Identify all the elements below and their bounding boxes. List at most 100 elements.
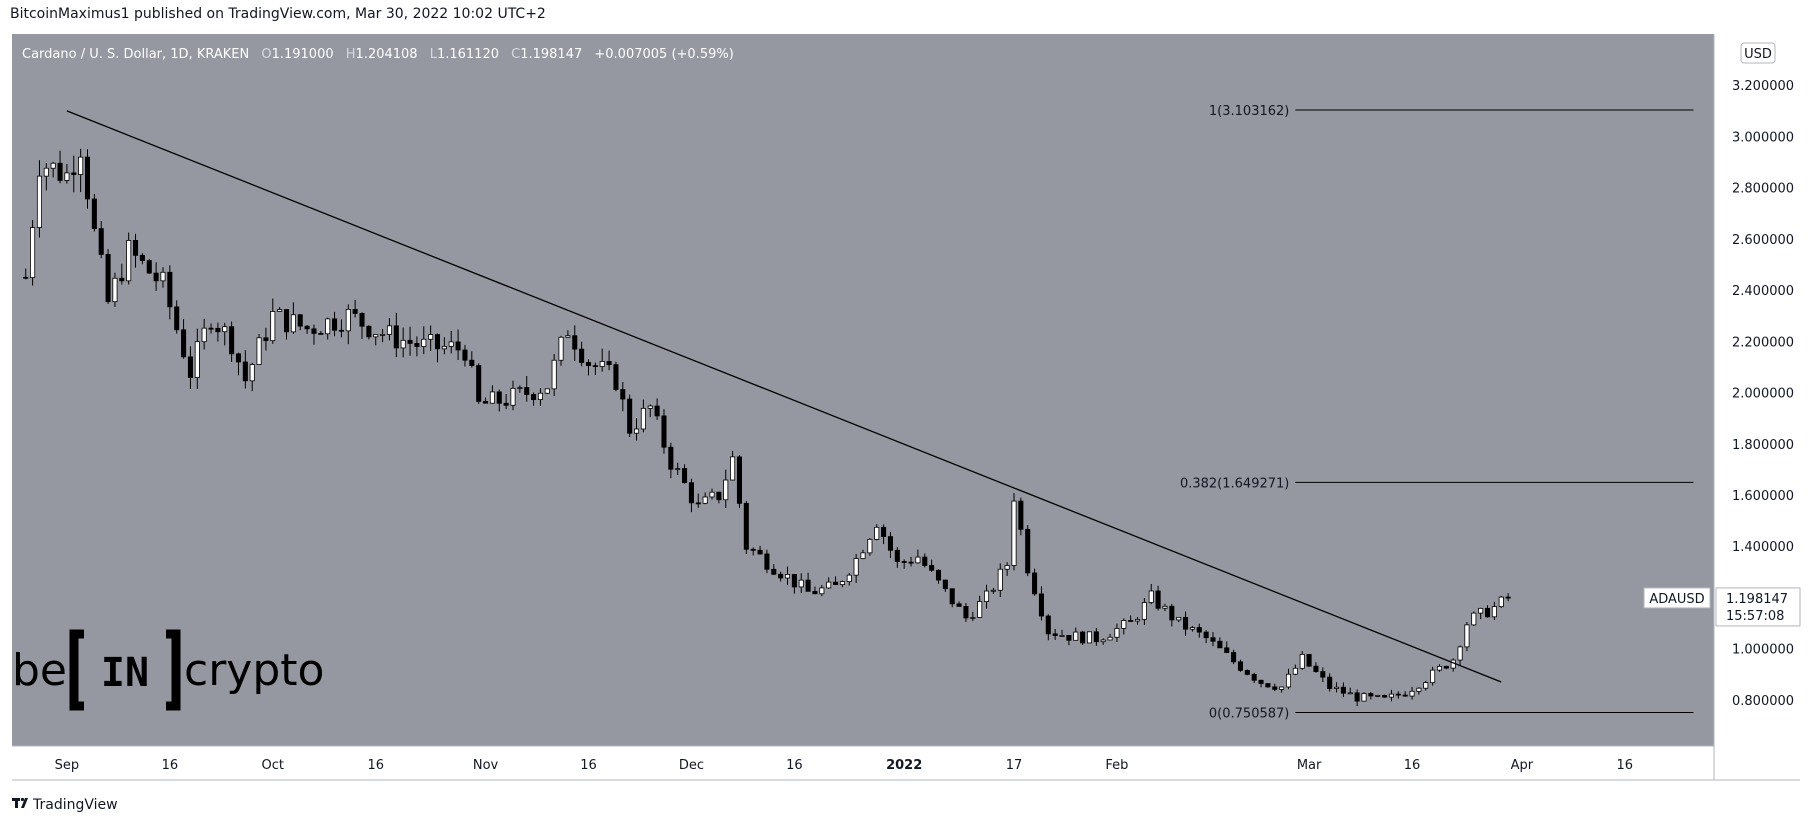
candle-body (160, 271, 166, 282)
candle-body (1285, 673, 1292, 688)
candle-body (1025, 528, 1031, 574)
plot-area[interactable] (12, 34, 1714, 746)
time-tick-label: 16 (786, 758, 803, 773)
candle-body (215, 327, 221, 333)
candle-body (359, 313, 365, 327)
price-tick-label: 3.200000 (1732, 79, 1794, 94)
candle-body (386, 325, 392, 335)
time-axis[interactable]: Sep 16 Oct 16 Nov 16 Dec 16 2022 17 Feb Mar 16 Apr 16 (55, 758, 1633, 773)
candle-body (833, 581, 839, 586)
change-value: +0.007005 (+0.59%) (594, 47, 733, 62)
tradingview-footer[interactable]: TradingView (12, 797, 118, 813)
tradingview-logo-icon (12, 797, 28, 808)
candle-body (43, 167, 49, 177)
candle-body (1306, 653, 1312, 667)
descending-trendline[interactable] (66, 110, 1502, 683)
candle-body (819, 587, 825, 595)
time-tick-label: Apr (1511, 758, 1534, 773)
candle-body (71, 172, 77, 175)
price-tag-box (1715, 587, 1801, 627)
candle-body (283, 309, 290, 333)
candle-body (997, 568, 1003, 591)
candle-body (352, 308, 358, 314)
candle-body (1004, 565, 1010, 570)
fib-level-label: 0.382(1.649271) (1180, 476, 1289, 491)
candle-body (894, 549, 900, 562)
candle-body (167, 271, 173, 308)
candle-body (1505, 596, 1511, 599)
candle-body (647, 405, 653, 409)
candle-body (366, 325, 372, 338)
candle-body (84, 156, 91, 200)
candle-body (963, 606, 969, 619)
candle-body (290, 314, 296, 333)
candle-body (64, 172, 70, 181)
candle-body (524, 387, 530, 395)
candle-body (1224, 647, 1230, 653)
candle-body (1128, 620, 1134, 622)
candle-body (57, 162, 63, 181)
candle-body (860, 552, 866, 559)
candle-body (709, 491, 715, 498)
candle-body (1272, 686, 1278, 690)
symbol-tag (1643, 587, 1711, 609)
candlestick-series (23, 148, 1511, 707)
candle-body (805, 579, 811, 592)
candle-body (1375, 694, 1381, 697)
candle-body (249, 364, 255, 382)
candle-body (277, 309, 283, 312)
candle-body (1265, 683, 1271, 688)
candle-body (750, 548, 756, 551)
price-tick-label: 2.000000 (1732, 387, 1794, 402)
candle-body (1478, 607, 1484, 614)
candle-body (544, 388, 550, 394)
candle-body (922, 556, 928, 566)
candle-body (1100, 639, 1106, 643)
candle-body (853, 558, 859, 576)
candle-body (332, 318, 338, 331)
currency-badge[interactable]: USD (1740, 42, 1776, 64)
fibonacci-retracement[interactable]: 1(3.103162) 0.382(1.649271) 0(0.750587) (1180, 104, 1694, 722)
candle-body (1361, 693, 1367, 702)
candle-body (373, 334, 379, 338)
price-tick-label: 2.800000 (1732, 182, 1794, 197)
candle-body (633, 428, 640, 434)
candle-body (325, 318, 331, 335)
candle-body (764, 553, 770, 570)
price-tick-label: 0.800000 (1732, 694, 1794, 709)
high-key: H (346, 47, 356, 62)
publisher-line: BitcoinMaximus1 published on TradingView… (10, 6, 546, 22)
candle-body (1107, 636, 1113, 641)
candle-body (187, 356, 193, 378)
candle-body (483, 400, 489, 404)
candle-body (887, 536, 893, 551)
time-tick-label: Dec (679, 758, 704, 773)
candle-body (428, 334, 434, 340)
candle-body (1217, 640, 1223, 649)
open-value: 1.191000 (272, 47, 334, 62)
candle-body (984, 590, 990, 602)
symbol-description: Cardano / U. S. Dollar, 1D, KRAKEN (22, 47, 249, 62)
candle-body (908, 561, 914, 564)
candle-body (812, 590, 818, 595)
price-tag-value: 1.198147 (1726, 592, 1788, 607)
candle-body (1388, 693, 1394, 698)
price-tick-label: 3.000000 (1732, 130, 1794, 145)
candle-body (98, 228, 104, 255)
candle-body (1114, 628, 1120, 638)
candle-body (675, 468, 681, 470)
candle-body (510, 387, 516, 406)
candle-body (105, 254, 111, 303)
candle-body (503, 402, 509, 406)
candle-body (194, 341, 200, 378)
candle-body (1162, 605, 1168, 609)
close-value: 1.198147 (520, 47, 582, 62)
time-tick-label: Feb (1105, 758, 1128, 773)
candle-body (1032, 572, 1038, 595)
candle-body (606, 361, 612, 366)
candle-body (112, 277, 118, 303)
candle-body (716, 491, 722, 501)
candle-body (1279, 686, 1285, 690)
candle-body (91, 198, 97, 229)
